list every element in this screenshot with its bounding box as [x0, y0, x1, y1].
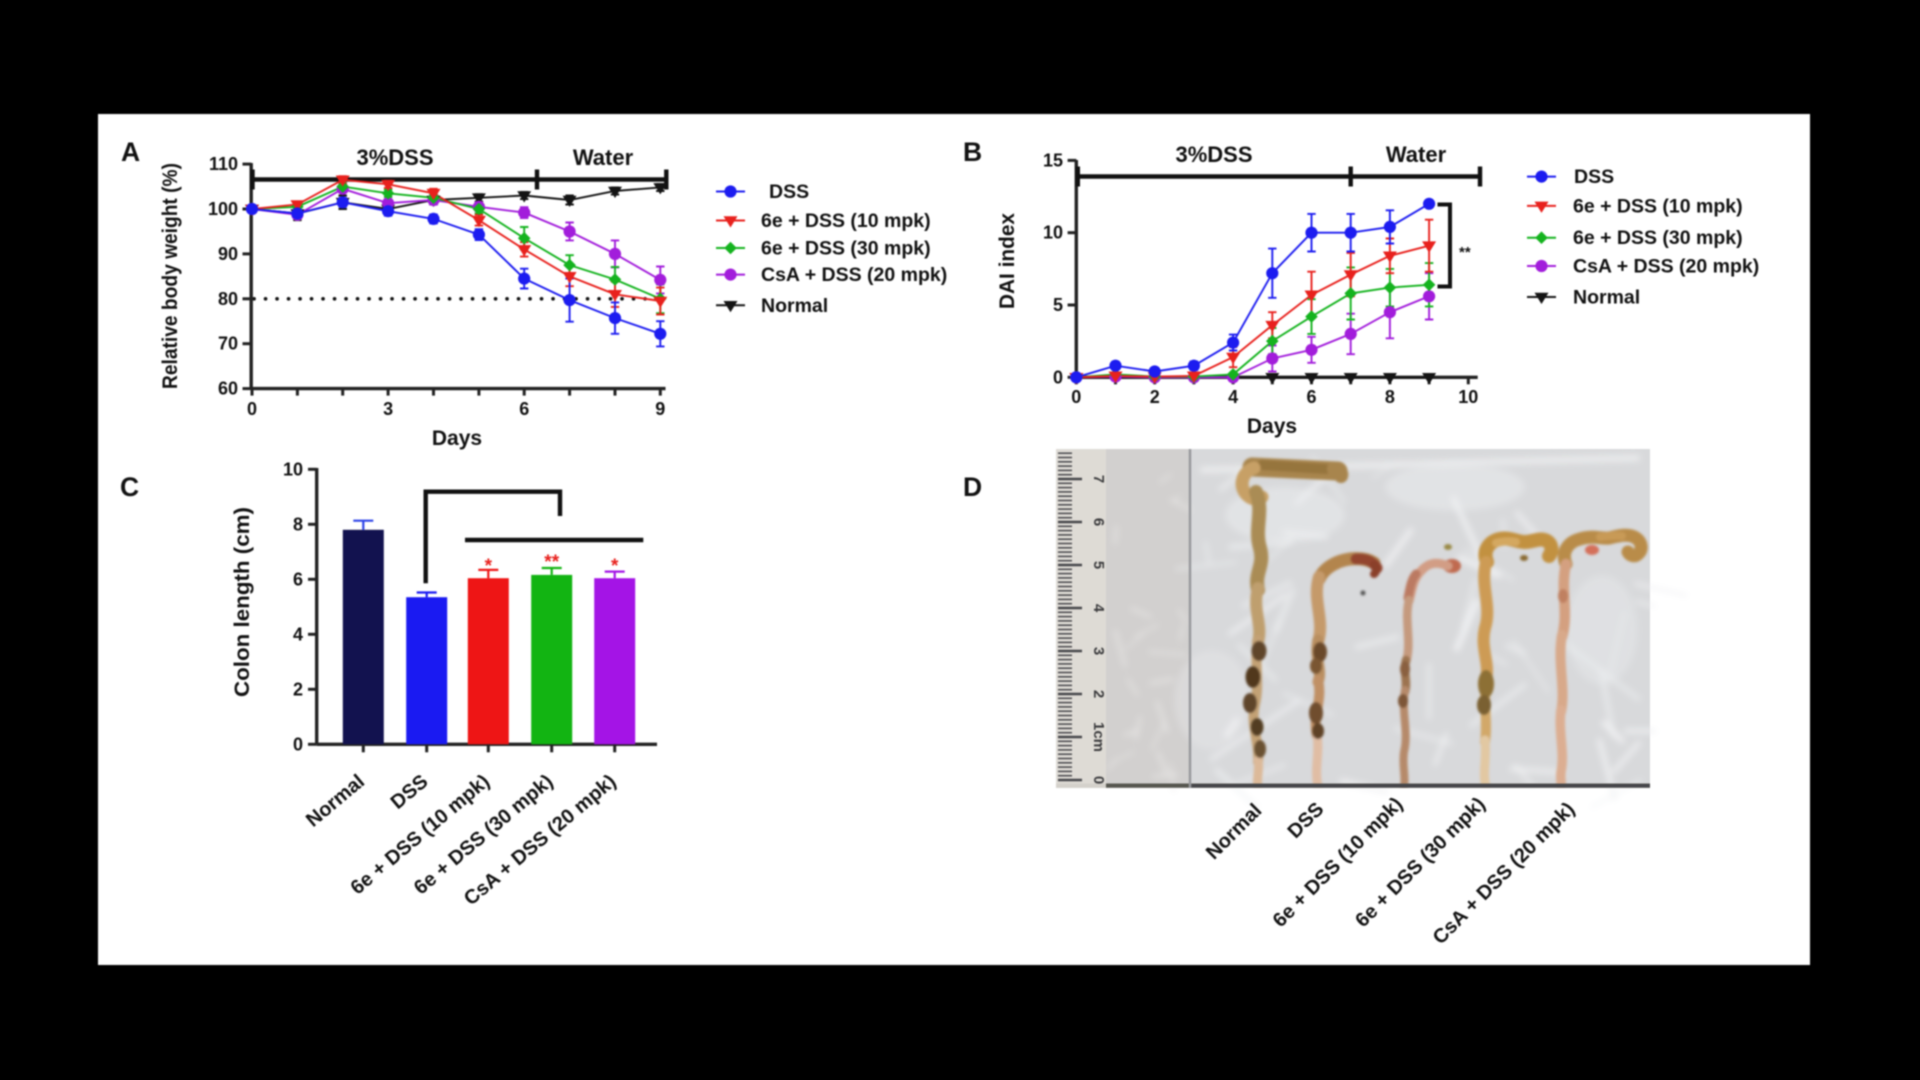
svg-text:9: 9 [655, 399, 665, 419]
svg-text:Water: Water [573, 145, 634, 170]
svg-text:*: * [485, 556, 493, 577]
svg-text:4: 4 [1090, 604, 1107, 613]
svg-text:10: 10 [283, 459, 303, 479]
svg-text:DSS: DSS [769, 181, 809, 203]
svg-text:10: 10 [1458, 387, 1478, 407]
svg-text:7: 7 [1090, 475, 1107, 483]
svg-text:0: 0 [1053, 367, 1063, 387]
svg-text:4: 4 [293, 624, 303, 644]
svg-text:Days: Days [432, 427, 482, 450]
svg-text:Normal: Normal [1573, 287, 1640, 309]
svg-text:0: 0 [1071, 387, 1081, 407]
svg-text:8: 8 [293, 514, 303, 534]
svg-text:**: ** [544, 552, 559, 573]
svg-text:80: 80 [218, 289, 238, 309]
svg-text:2: 2 [293, 679, 303, 699]
svg-text:15: 15 [1043, 150, 1063, 170]
svg-text:CsA + DSS (20 mpk): CsA + DSS (20 mpk) [1573, 256, 1759, 278]
svg-text:8: 8 [1385, 387, 1395, 407]
svg-text:3%DSS: 3%DSS [356, 145, 433, 170]
svg-text:2: 2 [1150, 387, 1160, 407]
svg-text:Water: Water [1386, 142, 1447, 167]
svg-text:Normal: Normal [761, 295, 828, 317]
svg-text:70: 70 [218, 334, 238, 354]
svg-text:10: 10 [1043, 223, 1063, 243]
svg-text:Relative body weight (%): Relative body weight (%) [159, 163, 182, 389]
svg-text:0: 0 [293, 734, 303, 754]
svg-text:DAI index: DAI index [996, 213, 1019, 309]
svg-text:6e + DSS (10 mpk): 6e + DSS (10 mpk) [1573, 195, 1743, 217]
svg-text:60: 60 [218, 379, 238, 399]
svg-text:Days: Days [1247, 415, 1297, 438]
svg-text:3: 3 [1090, 647, 1107, 655]
svg-text:100: 100 [208, 199, 238, 219]
svg-text:3: 3 [383, 399, 393, 419]
svg-text:6: 6 [293, 569, 303, 589]
svg-text:6e + DSS (10 mpk): 6e + DSS (10 mpk) [761, 210, 931, 232]
svg-text:C: C [120, 472, 139, 502]
svg-text:A: A [121, 137, 140, 167]
svg-text:CsA + DSS (20 mpk): CsA + DSS (20 mpk) [761, 264, 947, 286]
svg-text:3%DSS: 3%DSS [1175, 142, 1252, 167]
svg-text:6: 6 [519, 399, 529, 419]
svg-text:2: 2 [1090, 690, 1107, 698]
svg-text:5: 5 [1090, 561, 1107, 569]
svg-text:1cm: 1cm [1090, 722, 1107, 752]
svg-text:110: 110 [209, 154, 238, 174]
svg-text:D: D [963, 472, 982, 502]
svg-text:90: 90 [218, 244, 238, 264]
svg-text:6: 6 [1306, 387, 1316, 407]
svg-text:6e + DSS (30 mpk): 6e + DSS (30 mpk) [1573, 227, 1743, 249]
svg-text:**: ** [1459, 244, 1471, 261]
svg-text:DSS: DSS [1574, 166, 1614, 188]
svg-text:5: 5 [1053, 295, 1063, 315]
svg-text:0: 0 [247, 399, 257, 419]
svg-text:6: 6 [1090, 518, 1107, 526]
svg-text:Colon length (cm): Colon length (cm) [231, 507, 254, 697]
svg-text:6e + DSS (30 mpk): 6e + DSS (30 mpk) [761, 238, 931, 260]
svg-text:B: B [963, 137, 982, 167]
svg-text:0: 0 [1090, 776, 1107, 784]
svg-text:*: * [611, 556, 619, 577]
svg-text:4: 4 [1228, 387, 1238, 407]
